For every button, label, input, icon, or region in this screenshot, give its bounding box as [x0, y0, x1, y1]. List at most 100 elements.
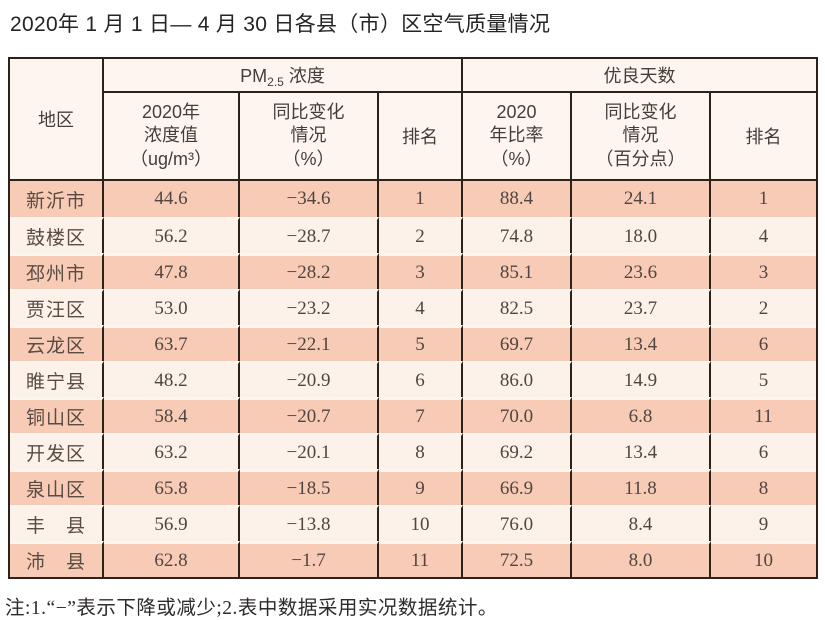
region-cell: 开发区 — [10, 433, 104, 469]
days-change-cell: 8.4 — [572, 505, 712, 541]
pm-rank-cell: 2 — [379, 217, 464, 253]
region-cell: 泉山区 — [10, 469, 104, 505]
region-cell: 睢宁县 — [10, 361, 104, 397]
table-row: 丰 县 56.9 −13.8 10 76.0 8.4 9 — [10, 505, 817, 541]
pm-value-cell: 56.9 — [104, 505, 240, 541]
region-cell: 贾汪区 — [10, 289, 104, 325]
days-rank-cell: 8 — [711, 469, 817, 505]
days-rate-cell: 76.0 — [463, 505, 573, 541]
table-row: 开发区 63.2 −20.1 8 69.2 13.4 6 — [10, 433, 817, 469]
days-rate-cell: 74.8 — [463, 217, 573, 253]
days-rate-cell: 82.5 — [463, 289, 573, 325]
pm-change-cell: −18.5 — [240, 469, 379, 505]
days-rate-cell: 70.0 — [463, 397, 573, 433]
table-row: 沛 县 62.8 −1.7 11 72.5 8.0 10 — [10, 541, 817, 577]
days-change-cell: 13.4 — [572, 433, 712, 469]
days-rank-cell: 10 — [711, 541, 817, 577]
days-rate-cell: 88.4 — [463, 181, 573, 217]
table-row: 鼓楼区 56.2 −28.7 2 74.8 18.0 4 — [10, 217, 817, 253]
days-rank-cell: 3 — [711, 253, 817, 289]
region-cell: 云龙区 — [10, 325, 104, 361]
column-group-good-days: 优良天数 — [463, 59, 817, 93]
days-change-cell: 23.7 — [572, 289, 712, 325]
column-header-region: 地区 — [10, 59, 104, 181]
days-rank-cell: 4 — [711, 217, 817, 253]
days-rank-cell: 2 — [711, 289, 817, 325]
pm-change-cell: −23.2 — [240, 289, 379, 325]
days-change-cell: 11.8 — [572, 469, 712, 505]
pm-change-cell: −1.7 — [240, 541, 379, 577]
region-cell: 邳州市 — [10, 253, 104, 289]
pm-rank-cell: 3 — [379, 253, 464, 289]
pm-value-cell: 58.4 — [104, 397, 240, 433]
pm-rank-cell: 8 — [379, 433, 464, 469]
air-quality-table-wrap: 地区 PM2.5 浓度 优良天数 2020年 浓度值 （ug/m³） 同比变化 … — [8, 57, 818, 579]
table-row: 铜山区 58.4 −20.7 7 70.0 6.8 11 — [10, 397, 817, 433]
table-row: 睢宁县 48.2 −20.9 6 86.0 14.9 5 — [10, 361, 817, 397]
pm-value-cell: 63.2 — [104, 433, 240, 469]
column-header-pm-change: 同比变化 情况 （%） — [240, 93, 379, 181]
column-header-pm-value: 2020年 浓度值 （ug/m³） — [104, 93, 240, 181]
days-rate-cell: 72.5 — [463, 541, 573, 577]
sub-header-row: 2020年 浓度值 （ug/m³） 同比变化 情况 （%） 排名 2020 年比… — [10, 93, 817, 181]
pm-value-cell: 62.8 — [104, 541, 240, 577]
pm-rank-cell: 5 — [379, 325, 464, 361]
table-row: 新沂市 44.6 −34.6 1 88.4 24.1 1 — [10, 181, 817, 217]
days-change-cell: 24.1 — [572, 181, 712, 217]
days-change-cell: 23.6 — [572, 253, 712, 289]
table-row: 邳州市 47.8 −28.2 3 85.1 23.6 3 — [10, 253, 817, 289]
days-change-cell: 8.0 — [572, 541, 712, 577]
pm-value-cell: 53.0 — [104, 289, 240, 325]
days-rank-cell: 9 — [711, 505, 817, 541]
region-cell: 丰 县 — [10, 505, 104, 541]
pm-value-cell: 48.2 — [104, 361, 240, 397]
column-header-days-rank: 排名 — [711, 93, 817, 181]
air-quality-table: 地区 PM2.5 浓度 优良天数 2020年 浓度值 （ug/m³） 同比变化 … — [10, 59, 817, 577]
days-rate-cell: 85.1 — [463, 253, 573, 289]
column-header-pm-rank: 排名 — [379, 93, 464, 181]
days-rank-cell: 1 — [711, 181, 817, 217]
pm-value-cell: 44.6 — [104, 181, 240, 217]
pm-change-cell: −34.6 — [240, 181, 379, 217]
table-row: 云龙区 63.7 −22.1 5 69.7 13.4 6 — [10, 325, 817, 361]
pm-rank-cell: 4 — [379, 289, 464, 325]
days-rank-cell: 5 — [711, 361, 817, 397]
table-header: 地区 PM2.5 浓度 优良天数 2020年 浓度值 （ug/m³） 同比变化 … — [10, 59, 817, 181]
days-rate-cell: 69.2 — [463, 433, 573, 469]
pm-change-cell: −20.9 — [240, 361, 379, 397]
pm-change-cell: −28.7 — [240, 217, 379, 253]
days-change-cell: 18.0 — [572, 217, 712, 253]
days-change-cell: 13.4 — [572, 325, 712, 361]
region-cell: 鼓楼区 — [10, 217, 104, 253]
days-change-cell: 14.9 — [572, 361, 712, 397]
pm25-label: PM2.5 浓度 — [240, 65, 325, 89]
column-header-days-rate: 2020 年比率 （%） — [463, 93, 573, 181]
pm-value-cell: 56.2 — [104, 217, 240, 253]
pm-change-cell: −28.2 — [240, 253, 379, 289]
pm-rank-cell: 11 — [379, 541, 464, 577]
pm-rank-cell: 6 — [379, 361, 464, 397]
pm-change-cell: −22.1 — [240, 325, 379, 361]
table-body: 新沂市 44.6 −34.6 1 88.4 24.1 1 鼓楼区 56.2 −2… — [10, 181, 817, 577]
days-rank-cell: 6 — [711, 325, 817, 361]
table-row: 泉山区 65.8 −18.5 9 66.9 11.8 8 — [10, 469, 817, 505]
table-row: 贾汪区 53.0 −23.2 4 82.5 23.7 2 — [10, 289, 817, 325]
days-rank-cell: 11 — [711, 397, 817, 433]
group-header-row: 地区 PM2.5 浓度 优良天数 — [10, 59, 817, 181]
column-group-pm25: PM2.5 浓度 — [104, 59, 464, 93]
pm-rank-cell: 7 — [379, 397, 464, 433]
days-rank-cell: 6 — [711, 433, 817, 469]
pm-value-cell: 65.8 — [104, 469, 240, 505]
region-cell: 沛 县 — [10, 541, 104, 577]
pm-change-cell: −20.1 — [240, 433, 379, 469]
days-rate-cell: 69.7 — [463, 325, 573, 361]
pm-rank-cell: 1 — [379, 181, 464, 217]
days-rate-cell: 66.9 — [463, 469, 573, 505]
pm25-subscript: 2.5 — [267, 74, 284, 89]
days-rate-cell: 86.0 — [463, 361, 573, 397]
page-title: 2020年 1 月 1 日— 4 月 30 日各县（市）区空气质量情况 — [10, 13, 551, 36]
footnote: 注:1.“−”表示下降或减少;2.表中数据采用实况数据统计。 — [5, 598, 498, 619]
pm-rank-cell: 9 — [379, 469, 464, 505]
pm-value-cell: 47.8 — [104, 253, 240, 289]
